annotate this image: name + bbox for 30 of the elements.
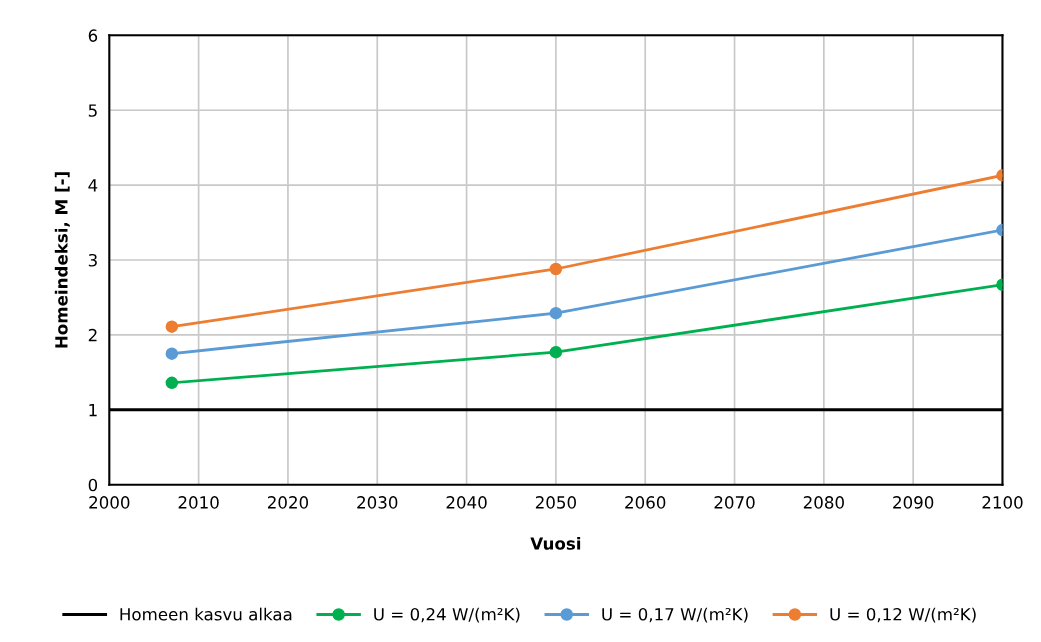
x-tick-label: 2100 <box>982 496 1023 509</box>
x-tick-label: 2050 <box>535 496 576 509</box>
legend-label: Homeen kasvu alkaa <box>120 607 292 621</box>
x-tick-label: 2090 <box>893 496 934 509</box>
legend-label: U = 0,17 W/(m²K) <box>602 607 748 623</box>
y-tick-label: 3 <box>88 253 97 267</box>
x-axis-title: Vuosi <box>530 536 581 550</box>
x-tick-label: 2040 <box>446 496 487 509</box>
x-tick-label: 2000 <box>89 496 130 509</box>
point <box>165 347 179 360</box>
point <box>549 345 563 359</box>
point <box>165 320 179 333</box>
y-tick-label: 5 <box>88 104 97 117</box>
legend-label: U = 0,24 W/(m²K) <box>374 607 520 623</box>
y-tick-label: 0 <box>88 478 98 492</box>
point <box>165 376 179 390</box>
point <box>549 306 563 320</box>
y-tick-label: 2 <box>88 328 97 342</box>
x-tick-label: 2080 <box>803 496 844 509</box>
x-tick-label: 2020 <box>267 496 309 509</box>
legend-label: U = 0,12 W/(m²K) <box>830 607 976 623</box>
x-tick-label: 2060 <box>625 496 666 509</box>
y-tick-label: 1 <box>89 403 97 417</box>
y-tick-label: 4 <box>88 179 98 192</box>
x-tick-label: 2010 <box>178 496 219 509</box>
y-tick-label: 6 <box>88 29 98 42</box>
x-tick-label: 2030 <box>357 496 398 509</box>
y-axis-title: Homeindeksi, M [-] <box>54 172 70 348</box>
point <box>549 262 563 276</box>
x-tick-label: 2070 <box>714 496 755 509</box>
